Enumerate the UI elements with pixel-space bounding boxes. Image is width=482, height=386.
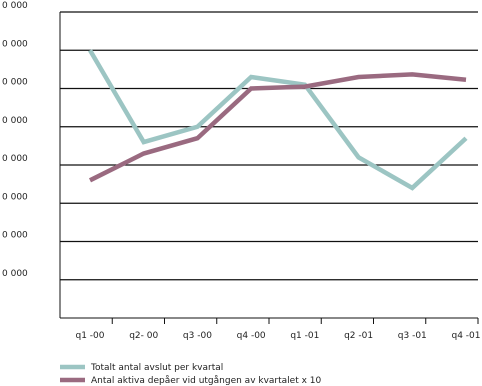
x-tick-label: q2- 00 <box>129 331 158 341</box>
x-tick-label: q1 -00 <box>76 331 105 341</box>
x-tick-label: q1 -01 <box>290 331 319 341</box>
legend-label-1: Totalt antal avslut per kvartal <box>90 363 223 373</box>
legend: Totalt antal avslut per kvartal Antal akt… <box>60 363 322 386</box>
legend-label-2: Antal aktiva depåer vid utgången av kvar… <box>91 375 322 386</box>
y-tick-label: 0 000 <box>2 39 28 49</box>
x-tick-label: q4 -00 <box>237 331 266 341</box>
y-tick-label: 0 000 <box>2 269 28 279</box>
grid-lines <box>60 11 478 281</box>
x-tick-label: q2 -01 <box>344 331 373 341</box>
series-line-2 <box>88 72 467 183</box>
y-axis-tick-labels: 0 000 0 000 0 000 0 000 0 000 0 000 0 000 0 000 <box>2 1 28 279</box>
series-line-1 <box>88 49 468 191</box>
y-tick-label: 0 000 <box>2 116 28 126</box>
y-tick-label: 0 000 <box>2 231 28 241</box>
series-lines <box>88 49 468 191</box>
y-tick-label: 0 000 <box>2 1 28 11</box>
x-tick-label: q3 -01 <box>398 331 427 341</box>
x-axis: q1 -00 q2- 00 q3 -00 q4 -00 q1 -01 q2 -01 q3 -… <box>59 12 481 341</box>
y-tick-label: 0 000 <box>2 192 28 202</box>
y-tick-label: 0 000 <box>2 154 28 164</box>
x-tick-label: q3 -00 <box>183 331 212 341</box>
x-tick-label: q4 -01 <box>452 331 481 341</box>
y-tick-label: 0 000 <box>2 78 28 88</box>
